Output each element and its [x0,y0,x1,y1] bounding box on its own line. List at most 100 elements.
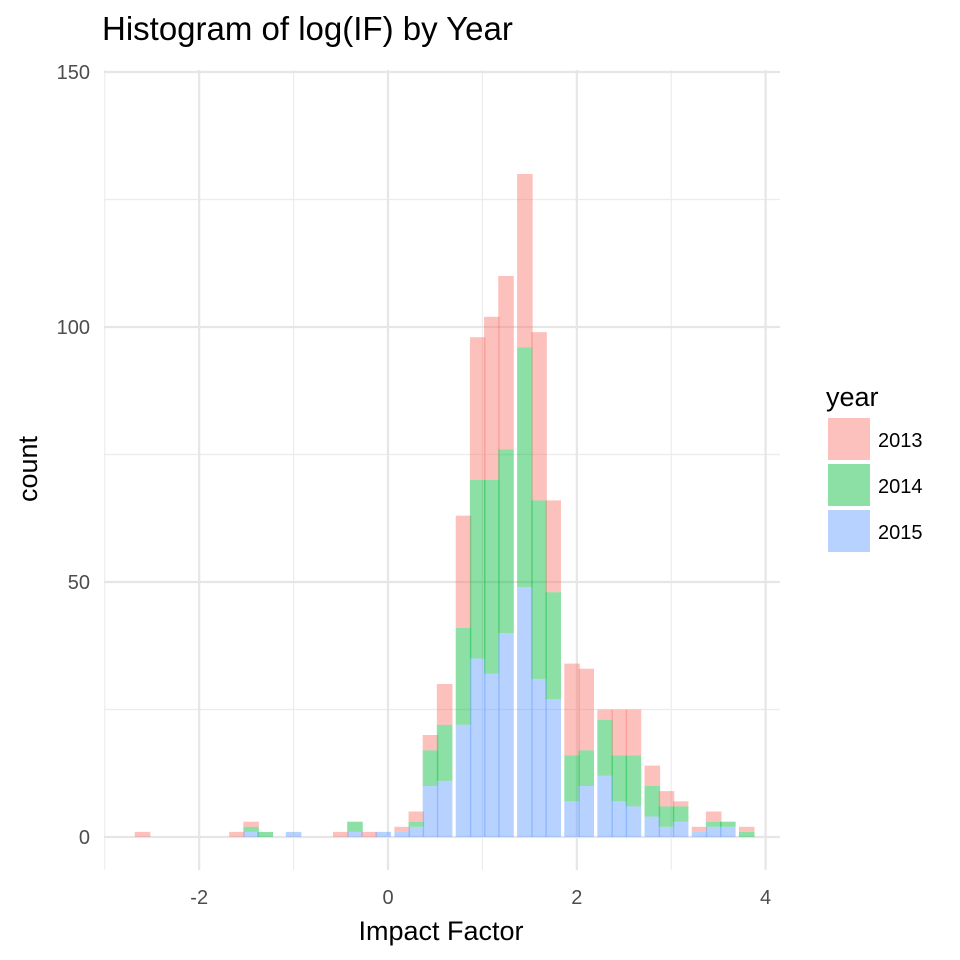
bar-2013 [517,174,533,348]
bar-2015 [517,587,533,837]
bar-2013 [333,831,349,837]
y-tick-label: 0 [79,827,90,849]
bar-2013 [658,791,675,807]
bar-2014 [720,821,736,827]
bar-2013 [644,765,661,786]
bar-2013 [436,684,453,725]
legend-label-2014: 2014 [878,476,923,498]
bar-2014 [517,347,533,588]
bar-2014 [611,755,628,802]
bar-2014 [408,821,425,827]
bar-2014 [469,480,486,659]
bar-2015 [347,831,363,837]
bar-2013 [564,663,580,756]
bar-2015 [394,831,410,837]
bar-2015 [705,826,722,837]
bar-2015 [285,831,302,837]
bars [134,174,755,837]
legend-label-2015: 2015 [878,522,923,544]
bar-2014 [436,724,453,781]
bar-2015 [243,831,259,837]
bar-2014 [738,831,755,837]
bar-2013 [691,826,708,832]
bar-2013 [625,709,642,756]
bar-2015 [578,786,595,837]
legend-key-2013 [828,418,870,460]
bar-2015 [436,780,453,837]
bar-2013 [455,515,472,628]
bar-2013 [361,831,377,837]
y-tick-label: 150 [57,62,90,84]
bar-2013 [229,831,245,837]
bar-2013 [578,668,595,751]
bar-2014 [564,755,580,802]
bar-2013 [243,821,259,827]
bar-2015 [658,826,675,837]
bar-2014 [484,480,500,674]
bar-2015 [625,806,642,837]
bar-2015 [408,826,425,837]
bar-2015 [375,831,392,837]
x-tick-label: 4 [760,887,771,909]
bar-2015 [531,678,547,837]
bar-2015 [469,658,486,837]
y-tick-label: 100 [57,317,90,339]
bar-2015 [672,821,689,837]
bar-2014 [705,821,722,827]
y-tick-label: 50 [68,572,90,594]
x-tick-label: -2 [190,887,208,909]
bar-2014 [243,826,259,832]
legend-key-2015 [828,510,870,552]
legend-label-2013: 2013 [878,430,923,452]
bar-2015 [564,801,580,837]
y-axis-title: count [13,435,43,502]
legend-key-2014 [828,464,870,506]
x-axis-title: Impact Factor [358,916,523,946]
bar-2015 [611,801,628,837]
bar-2013 [597,709,613,720]
bar-2015 [597,775,613,837]
bar-2013 [469,337,486,480]
bar-2014 [672,806,689,822]
y-axis-ticks: 0 50 100 150 [57,62,90,849]
bar-2013 [422,735,439,751]
x-axis-ticks: -2 0 2 4 [190,887,771,909]
bar-2015 [484,673,500,837]
bar-2013 [545,500,561,593]
bar-2014 [644,786,661,817]
bar-2015 [720,826,736,837]
x-tick-label: 2 [571,887,582,909]
bar-2013 [705,811,722,822]
bar-2013 [498,276,514,450]
bar-2013 [531,332,547,501]
bar-2015 [691,831,708,837]
legend-title: year [826,382,879,412]
bar-2014 [455,627,472,725]
legend: year 2013 2014 2015 [826,382,923,552]
bar-2014 [597,719,613,776]
bar-2015 [498,633,514,837]
bar-2015 [644,816,661,837]
grid [104,70,780,870]
x-tick-label: 0 [382,887,393,909]
bar-2013 [484,316,500,480]
chart-title: Histogram of log(IF) by Year [102,10,513,47]
bar-2013 [134,831,151,837]
bar-2014 [578,750,595,786]
bar-2014 [347,821,363,832]
bar-2013 [408,811,425,822]
bar-2014 [545,592,561,700]
bar-2014 [257,831,274,837]
bar-2014 [658,806,675,827]
bar-2013 [738,826,755,832]
bar-2014 [422,750,439,786]
bar-2015 [545,699,561,837]
bar-2014 [625,755,642,807]
bar-2014 [531,500,547,679]
bar-2015 [455,724,472,837]
bar-2013 [394,826,410,832]
bar-2015 [422,786,439,837]
bar-2013 [672,801,689,807]
bar-2013 [611,709,628,756]
